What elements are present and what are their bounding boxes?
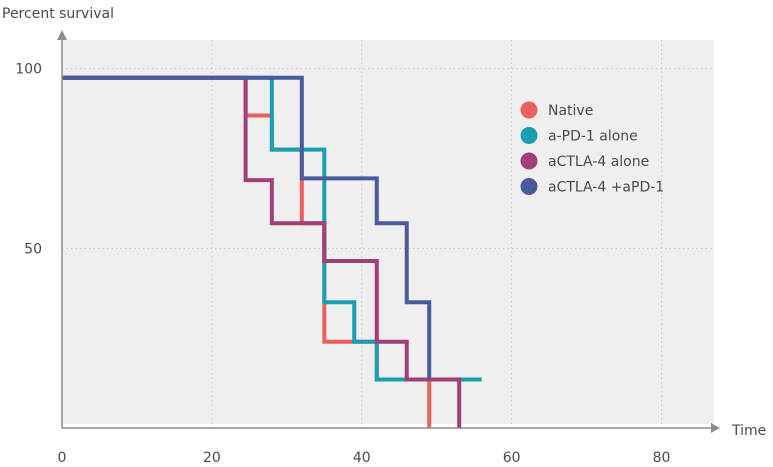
x-axis-title: Time — [731, 423, 766, 439]
x-tick-label: 40 — [353, 450, 371, 466]
x-tick-label: 60 — [503, 450, 521, 466]
x-tick-label: 20 — [203, 450, 221, 466]
legend-marker — [520, 101, 538, 119]
legend-label: a-PD-1 alone — [548, 129, 638, 145]
legend-label: aCTLA-4 alone — [548, 154, 649, 170]
legend: Native a-PD-1 alone aCTLA-4 alone aCTLA-4 +… — [520, 101, 664, 196]
x-tick-label: 0 — [58, 450, 67, 466]
legend-marker — [520, 178, 538, 195]
y-axis-title: Percent survival — [2, 6, 114, 22]
plot-area — [62, 40, 714, 424]
y-tick-label: 100 — [15, 62, 42, 78]
series-layer — [62, 75, 482, 428]
x-axis-arrow — [711, 423, 720, 433]
grid-lines — [62, 40, 714, 428]
legend-label: aCTLA-4 +aPD-1 — [548, 180, 664, 196]
legend-marker — [520, 152, 538, 170]
series-line-a-pd-1-alone — [62, 75, 482, 382]
y-axis-arrow — [57, 30, 67, 40]
x-tick-labels: 0 20 40 60 80 — [58, 450, 671, 466]
y-tick-label: 50 — [24, 241, 42, 257]
legend-label: Native — [548, 103, 593, 119]
y-tick-labels: 50 100 — [15, 62, 42, 258]
x-tick-label: 80 — [653, 450, 671, 466]
legend-marker — [520, 127, 538, 144]
series-line-actla-4-apd-1 — [62, 75, 432, 380]
series-line-actla-4-alone — [62, 75, 462, 428]
